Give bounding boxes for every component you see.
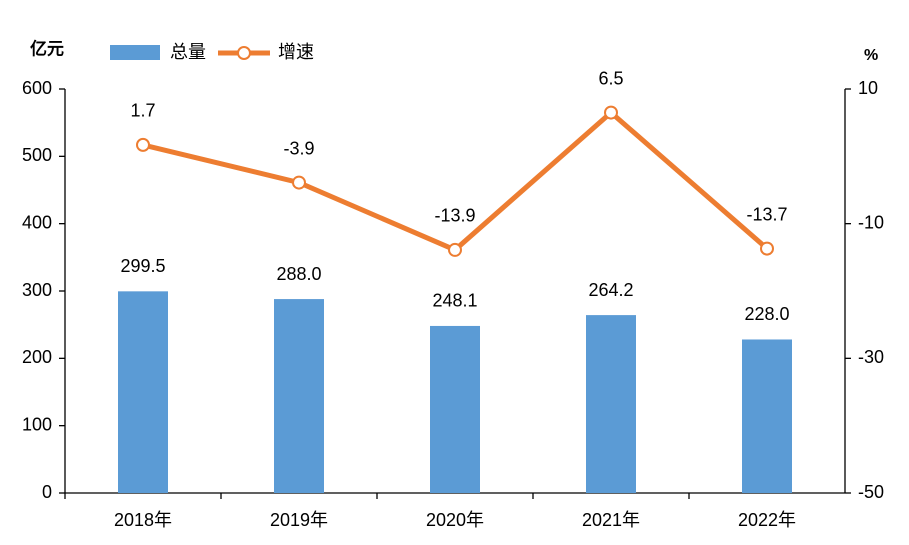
line-point <box>292 175 306 190</box>
line-point <box>448 242 462 257</box>
x-tick-label: 2021年 <box>582 510 640 530</box>
x-tick-label: 2018年 <box>114 510 172 530</box>
line-point <box>604 105 618 120</box>
bar-value-label: 299.5 <box>120 256 165 276</box>
line-point <box>136 137 150 152</box>
bar <box>586 315 636 493</box>
bar-value-label: 228.0 <box>744 304 789 324</box>
line-value-label: 1.7 <box>130 101 155 121</box>
line-value-label: 6.5 <box>598 68 623 88</box>
line <box>142 109 769 253</box>
legend-swatch <box>110 45 160 60</box>
x-tick-label: 2022年 <box>738 510 796 530</box>
y-tick-label: 100 <box>22 414 52 434</box>
y-tick-label: 600 <box>22 78 52 98</box>
y2-tick-label: 10 <box>858 78 878 98</box>
legend-swatch-marker <box>237 46 251 60</box>
line-point <box>760 241 774 256</box>
y2-tick-label: -50 <box>858 482 884 502</box>
bar-value-label: 248.1 <box>432 291 477 311</box>
line-value-label: -13.7 <box>746 204 787 224</box>
line-value-label: -13.9 <box>434 206 475 226</box>
bar-value-label: 264.2 <box>588 280 633 300</box>
bar-value-label: 288.0 <box>276 264 321 284</box>
y2-axis-label: % <box>864 47 878 64</box>
y-axis-label: 亿元 <box>30 38 64 58</box>
bar <box>118 291 168 493</box>
line-value-label: -3.9 <box>283 138 314 158</box>
y-tick-label: 300 <box>22 280 52 300</box>
x-tick-label: 2020年 <box>426 510 484 530</box>
y-tick-label: 500 <box>22 145 52 165</box>
legend-label: 总量 <box>170 42 206 62</box>
bar <box>430 325 480 493</box>
y-tick-label: 200 <box>22 347 52 367</box>
y2-tick-label: -30 <box>858 347 884 367</box>
y2-tick-label: -10 <box>858 212 884 232</box>
x-tick-label: 2019年 <box>270 510 328 530</box>
bar <box>274 299 324 493</box>
y-tick-label: 0 <box>42 482 52 502</box>
bar <box>742 339 792 493</box>
y-tick-label: 400 <box>22 212 52 232</box>
legend-label: 增速 <box>278 42 314 62</box>
